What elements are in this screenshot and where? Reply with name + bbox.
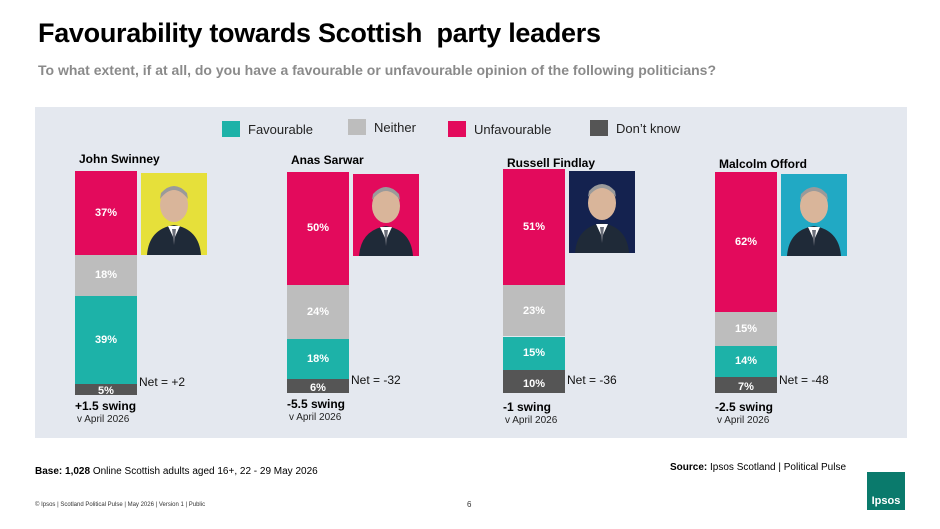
legend-label: Unfavourable (474, 121, 552, 137)
bar-segment-neither: 23% (503, 284, 565, 337)
legend-item-neither: Neither (348, 119, 416, 135)
source-text: Ipsos Scotland | Political Pulse (707, 462, 847, 473)
bar-segment-favourable: 18% (287, 338, 349, 380)
swing-value: -2.5 swing (715, 400, 774, 414)
swing-value: -5.5 swing (287, 397, 346, 411)
leader-name: Anas Sarwar (291, 153, 364, 167)
page-title: Favourability towards Scottish party lea… (38, 18, 601, 48)
leader-name: Malcolm Offord (719, 157, 808, 171)
bar-segment-neither: 18% (75, 254, 137, 296)
swing-reference: v April 2026 (717, 415, 770, 426)
swing-reference: v April 2026 (77, 414, 130, 425)
net-score: Net = -36 (567, 373, 617, 387)
leader-photo (141, 173, 207, 256)
source-note: Source: Ipsos Scotland | Political Pulse (670, 462, 846, 473)
legend-swatch-dont-know (590, 120, 608, 136)
legend-label: Neither (374, 119, 416, 135)
page-number: 6 (467, 500, 472, 509)
leader-photo (353, 173, 419, 256)
legend-label: Don’t know (616, 120, 681, 136)
legend-swatch-neither (348, 119, 366, 135)
swing-value: -1 swing (503, 400, 552, 414)
data-label: 6% (310, 382, 326, 395)
person-icon (359, 186, 413, 256)
legend-item-dont-know: Don’t know (590, 120, 680, 136)
bar-segment-unfavourable: 37% (75, 171, 137, 255)
bar-segment-neither: 15% (715, 311, 777, 346)
net-score: Net = -48 (779, 373, 829, 387)
swing-value: +1.5 swing (75, 399, 137, 413)
leader-name: Russell Findlay (507, 156, 596, 170)
data-label: 62% (734, 235, 758, 248)
data-label: 14% (734, 355, 758, 368)
net-score: Net = +2 (139, 375, 186, 389)
legend-item-favourable: Favourable (222, 121, 313, 137)
data-label: 50% (306, 222, 330, 235)
data-label: 51% (522, 220, 546, 233)
bar-segment-favourable: 39% (75, 295, 137, 384)
data-label: 15% (734, 322, 758, 335)
chart-legend: Favourable Neither Unfavourable Don’t kn… (0, 119, 940, 141)
data-label: 10% (522, 377, 546, 390)
data-label: 37% (94, 207, 118, 220)
base-text: Online Scottish adults aged 16+, 22 - 29… (90, 466, 318, 477)
leader-name: John Swinney (79, 152, 160, 166)
data-label: 5% (98, 385, 114, 398)
bar-segment-favourable: 15% (503, 336, 565, 371)
base-count: 1,028 (65, 466, 91, 477)
data-label: 7% (738, 381, 754, 394)
leader-photo (569, 171, 635, 254)
page-subtitle: To what extent, if at all, do you have a… (38, 62, 717, 78)
legend-swatch-favourable (222, 121, 240, 137)
base-note: Base: 1,028 Online Scottish adults aged … (35, 466, 318, 477)
legend-item-unfavourable: Unfavourable (448, 121, 551, 137)
data-label: 15% (522, 347, 546, 360)
person-icon (787, 186, 841, 256)
bar-segment-favourable: 14% (715, 345, 777, 378)
bar-segment-neither: 24% (287, 284, 349, 339)
net-score: Net = -32 (351, 373, 401, 387)
ipsos-logo: Ipsos (867, 472, 905, 510)
data-label: 23% (522, 304, 546, 317)
person-icon (147, 186, 201, 256)
bar-segment-unfavourable: 51% (503, 169, 565, 285)
bar-segment-dont-know: 5% (75, 383, 137, 398)
legend-swatch-unfavourable (448, 121, 466, 137)
bar-segment-dont-know: 6% (287, 379, 349, 395)
footer-text: © Ipsos | Scotland Political Pulse | May… (35, 502, 206, 508)
source-label: Source: (670, 462, 708, 473)
swing-reference: v April 2026 (289, 412, 342, 423)
leader-photo (781, 173, 847, 256)
base-label: Base: (35, 466, 63, 477)
bar-segment-unfavourable: 62% (715, 171, 777, 312)
data-label: 18% (94, 269, 118, 282)
bar-segment-dont-know: 10% (503, 370, 565, 393)
swing-reference: v April 2026 (505, 415, 558, 426)
data-label: 39% (94, 333, 118, 346)
person-icon (575, 184, 629, 254)
bar-segment-dont-know: 7% (715, 377, 777, 393)
data-label: 24% (306, 305, 330, 318)
data-label: 18% (306, 353, 330, 366)
bar-segment-unfavourable: 50% (287, 171, 349, 285)
legend-label: Favourable (248, 121, 314, 137)
